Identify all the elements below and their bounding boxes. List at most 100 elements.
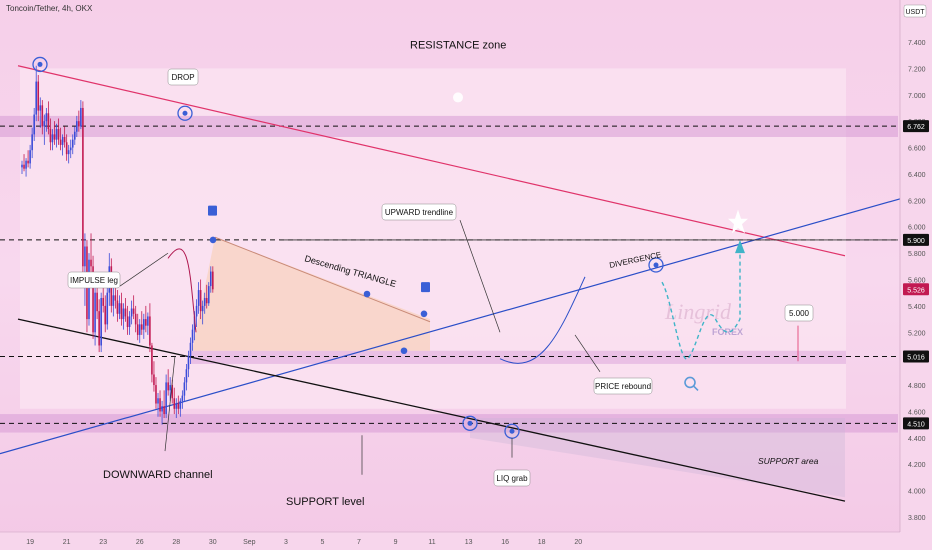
support-area-shade bbox=[470, 418, 845, 498]
candle-body bbox=[149, 316, 151, 346]
y-tick-label: 5.200 bbox=[908, 330, 926, 337]
time-axis-bg bbox=[0, 532, 932, 550]
chart-header: Toncoin/Tether, 4h, OKX bbox=[6, 4, 92, 13]
candle-body bbox=[165, 382, 167, 415]
star-icon bbox=[728, 209, 748, 234]
candle-body bbox=[71, 139, 74, 148]
candle-body bbox=[155, 385, 157, 404]
candle-body bbox=[145, 319, 147, 326]
x-tick-label: 18 bbox=[538, 539, 546, 546]
candle-body bbox=[43, 121, 46, 127]
candle-body bbox=[136, 324, 139, 335]
candle-body bbox=[134, 313, 137, 325]
candle-body bbox=[161, 406, 163, 412]
label-impulse-leg: IMPULSE leg bbox=[70, 276, 118, 285]
candle-body bbox=[159, 398, 161, 412]
y-tick-label: 7.200 bbox=[908, 66, 926, 73]
label-liq-grab: LIQ grab bbox=[496, 474, 528, 483]
label-target-value: 5.000 bbox=[789, 309, 810, 318]
candle-body bbox=[212, 271, 214, 290]
y-tick-label: 4.400 bbox=[908, 436, 926, 443]
down-arrow-icon bbox=[208, 205, 217, 216]
candle-body bbox=[201, 305, 204, 312]
triangle-upper-line bbox=[214, 236, 431, 323]
mid-support-band bbox=[190, 350, 846, 364]
magnifier-icon bbox=[684, 376, 696, 389]
candle-body bbox=[207, 286, 210, 304]
candle-body bbox=[59, 139, 62, 145]
magnifier-handle bbox=[693, 385, 699, 391]
candle-body bbox=[104, 305, 107, 325]
candle-body bbox=[21, 164, 23, 168]
candle-body bbox=[147, 316, 149, 326]
candle-body bbox=[151, 345, 153, 375]
candle-body bbox=[39, 105, 42, 111]
candle-body bbox=[55, 129, 58, 140]
candle-body bbox=[179, 400, 182, 409]
candle-body bbox=[65, 142, 68, 155]
candle-body bbox=[90, 259, 92, 267]
candle-body bbox=[37, 81, 40, 111]
pivot-dot bbox=[467, 420, 473, 426]
candle-body bbox=[143, 319, 145, 330]
touch-dot bbox=[209, 236, 217, 244]
candle-body bbox=[80, 107, 82, 127]
price-badge-5.900 bbox=[903, 233, 929, 246]
candle-body bbox=[53, 134, 56, 140]
candle-body bbox=[73, 131, 76, 140]
candle-body bbox=[41, 105, 44, 127]
candle-body bbox=[112, 295, 115, 306]
price-axis-bg bbox=[900, 0, 932, 550]
candle-body bbox=[124, 308, 127, 317]
y-tick-label: 5.600 bbox=[908, 278, 926, 285]
channel-connector bbox=[164, 355, 176, 452]
candle-body bbox=[203, 297, 206, 306]
symbol-title: Toncoin/Tether, 4h, OKX bbox=[6, 4, 93, 13]
watermark-brand: Lingrid bbox=[664, 299, 732, 324]
y-tick-label: 6.200 bbox=[908, 198, 926, 205]
candle-body bbox=[116, 300, 119, 314]
resistance-zone-band bbox=[0, 115, 898, 137]
candle-body bbox=[94, 292, 96, 333]
rebound-arc bbox=[499, 276, 586, 364]
projection-arrow bbox=[735, 239, 745, 254]
price-badge-5.526 bbox=[903, 283, 929, 296]
price-badge-text: 6.762 bbox=[907, 124, 925, 131]
triangle-fill bbox=[192, 237, 430, 351]
candle-body bbox=[183, 382, 186, 396]
y-tick-label: 5.800 bbox=[908, 251, 926, 258]
label-resistance-zone: RESISTANCE zone bbox=[410, 40, 506, 52]
candle-body bbox=[92, 266, 94, 333]
candle-body bbox=[45, 113, 48, 122]
label-impulse-leg-box bbox=[67, 271, 121, 289]
pivot-dot bbox=[653, 262, 659, 268]
pivot-dot bbox=[37, 61, 43, 67]
y-tick-label: 6.600 bbox=[908, 146, 926, 153]
touch-dot bbox=[400, 347, 408, 355]
x-tick-label: 11 bbox=[428, 539, 435, 546]
y-tick-label: 3.800 bbox=[908, 515, 926, 522]
pivot-dot bbox=[182, 110, 188, 116]
label-downward-channel: DOWNWARD channel bbox=[103, 469, 213, 481]
price-badge-4.510 bbox=[903, 417, 929, 430]
label-upward-trendline-box bbox=[381, 203, 457, 221]
candle-body bbox=[29, 150, 31, 164]
candle-body bbox=[27, 160, 29, 164]
candle-body bbox=[185, 369, 188, 383]
y-tick-label: 5.400 bbox=[908, 304, 926, 311]
candle-body bbox=[199, 290, 202, 312]
label-price-rebound-box bbox=[593, 377, 653, 395]
projection-path bbox=[661, 246, 741, 360]
candle-body bbox=[76, 121, 78, 132]
candle-body bbox=[35, 81, 38, 115]
watermark-sub: FOREX bbox=[712, 327, 743, 337]
resistance-trendline bbox=[17, 65, 846, 257]
price-badge-text: 5.016 bbox=[907, 355, 925, 362]
price-badge-5.016 bbox=[903, 350, 929, 363]
candle-body bbox=[181, 395, 184, 401]
x-tick-label: 9 bbox=[394, 539, 398, 546]
candle-body bbox=[175, 403, 178, 409]
candle-body bbox=[51, 134, 54, 143]
price-badge-text: 5.900 bbox=[907, 238, 925, 245]
